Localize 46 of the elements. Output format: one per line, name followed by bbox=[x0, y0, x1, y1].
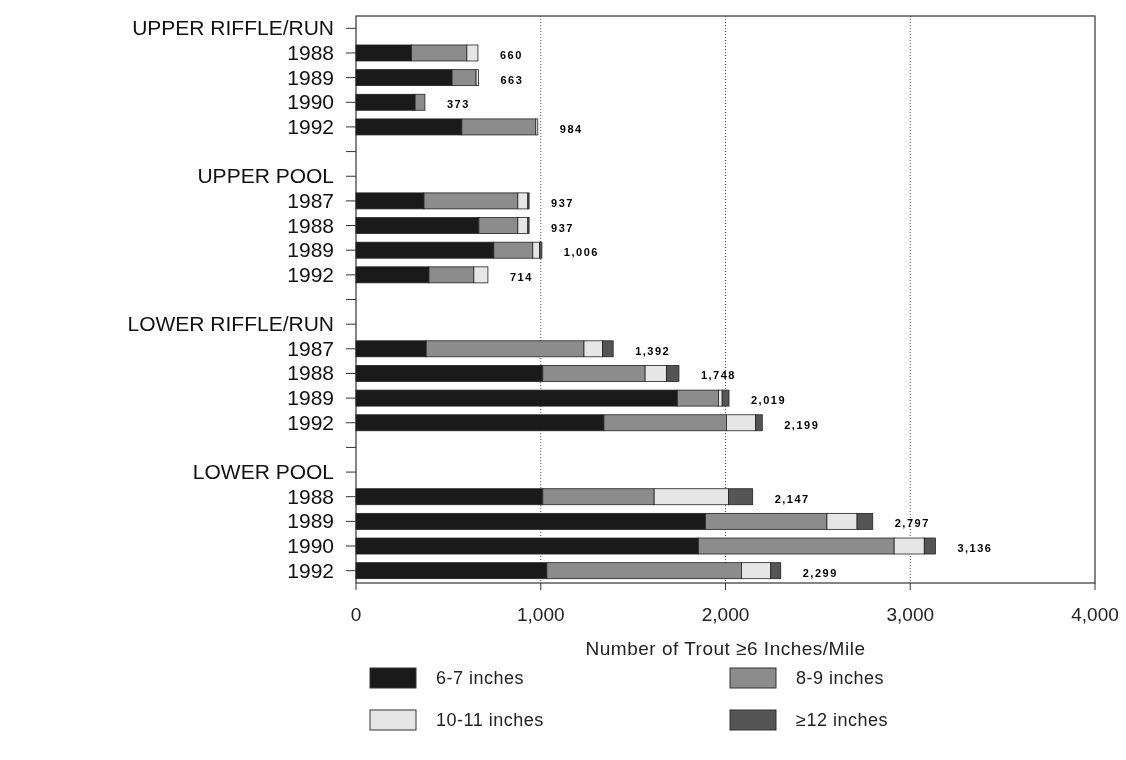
y-tick-label: 1988 bbox=[287, 361, 334, 385]
y-tick-label: 1990 bbox=[287, 534, 334, 558]
y-tick-label: 1988 bbox=[287, 213, 334, 237]
y-tick-label: 1989 bbox=[287, 509, 334, 533]
total-label: 937 bbox=[551, 196, 574, 209]
y-tick-label: 1989 bbox=[287, 65, 334, 89]
total-label: 2,199 bbox=[784, 418, 820, 431]
y-tick-label: LOWER RIFFLE/RUN bbox=[127, 312, 334, 336]
total-label: 2,147 bbox=[774, 492, 810, 505]
total-label: 1,392 bbox=[635, 344, 671, 357]
y-tick-label: 1987 bbox=[287, 188, 334, 212]
y-tick-label: 1988 bbox=[287, 484, 334, 508]
total-label: 2,797 bbox=[894, 517, 930, 530]
total-label: 373 bbox=[446, 98, 470, 111]
total-label: 2,019 bbox=[751, 394, 787, 407]
total-label: 1,006 bbox=[563, 246, 599, 259]
y-tick-label: 1992 bbox=[287, 262, 334, 286]
legend-label: 8-9 inches bbox=[796, 668, 885, 688]
y-tick-label: 1990 bbox=[287, 90, 334, 114]
total-label: 937 bbox=[551, 221, 574, 234]
legend-label: 10-11 inches bbox=[436, 710, 544, 730]
total-label: 1,748 bbox=[700, 369, 736, 382]
total-label: 984 bbox=[559, 122, 583, 135]
total-label: 663 bbox=[500, 73, 524, 86]
total-label: 660 bbox=[499, 48, 523, 61]
y-tick-label: 1989 bbox=[287, 386, 334, 410]
x-tick-label: 2,000 bbox=[701, 604, 750, 625]
legend-label: ≥12 inches bbox=[796, 710, 888, 730]
y-tick-label: UPPER RIFFLE/RUN bbox=[132, 16, 334, 40]
y-tick-label: 1987 bbox=[287, 336, 334, 360]
y-tick-label: 1992 bbox=[287, 114, 334, 138]
total-label: 2,299 bbox=[802, 566, 838, 579]
x-axis-title: Number of Trout ≥6 Inches/Mile bbox=[585, 638, 866, 659]
total-label: 3,136 bbox=[957, 542, 993, 555]
y-tick-label: 1989 bbox=[287, 238, 334, 262]
y-tick-label: UPPER POOL bbox=[197, 164, 334, 188]
x-tick-label: 3,000 bbox=[886, 604, 935, 625]
y-tick-label: LOWER POOL bbox=[192, 460, 334, 484]
y-tick-label: 1988 bbox=[287, 40, 334, 64]
y-tick-label: 1992 bbox=[287, 410, 334, 434]
x-tick-label: 4,000 bbox=[1071, 604, 1119, 625]
x-tick-label: 0 bbox=[350, 604, 362, 625]
legend-label: 6-7 inches bbox=[436, 668, 525, 688]
x-tick-label: 1,000 bbox=[516, 604, 565, 625]
total-label: 714 bbox=[509, 270, 533, 283]
y-tick-label: 1992 bbox=[287, 558, 334, 582]
